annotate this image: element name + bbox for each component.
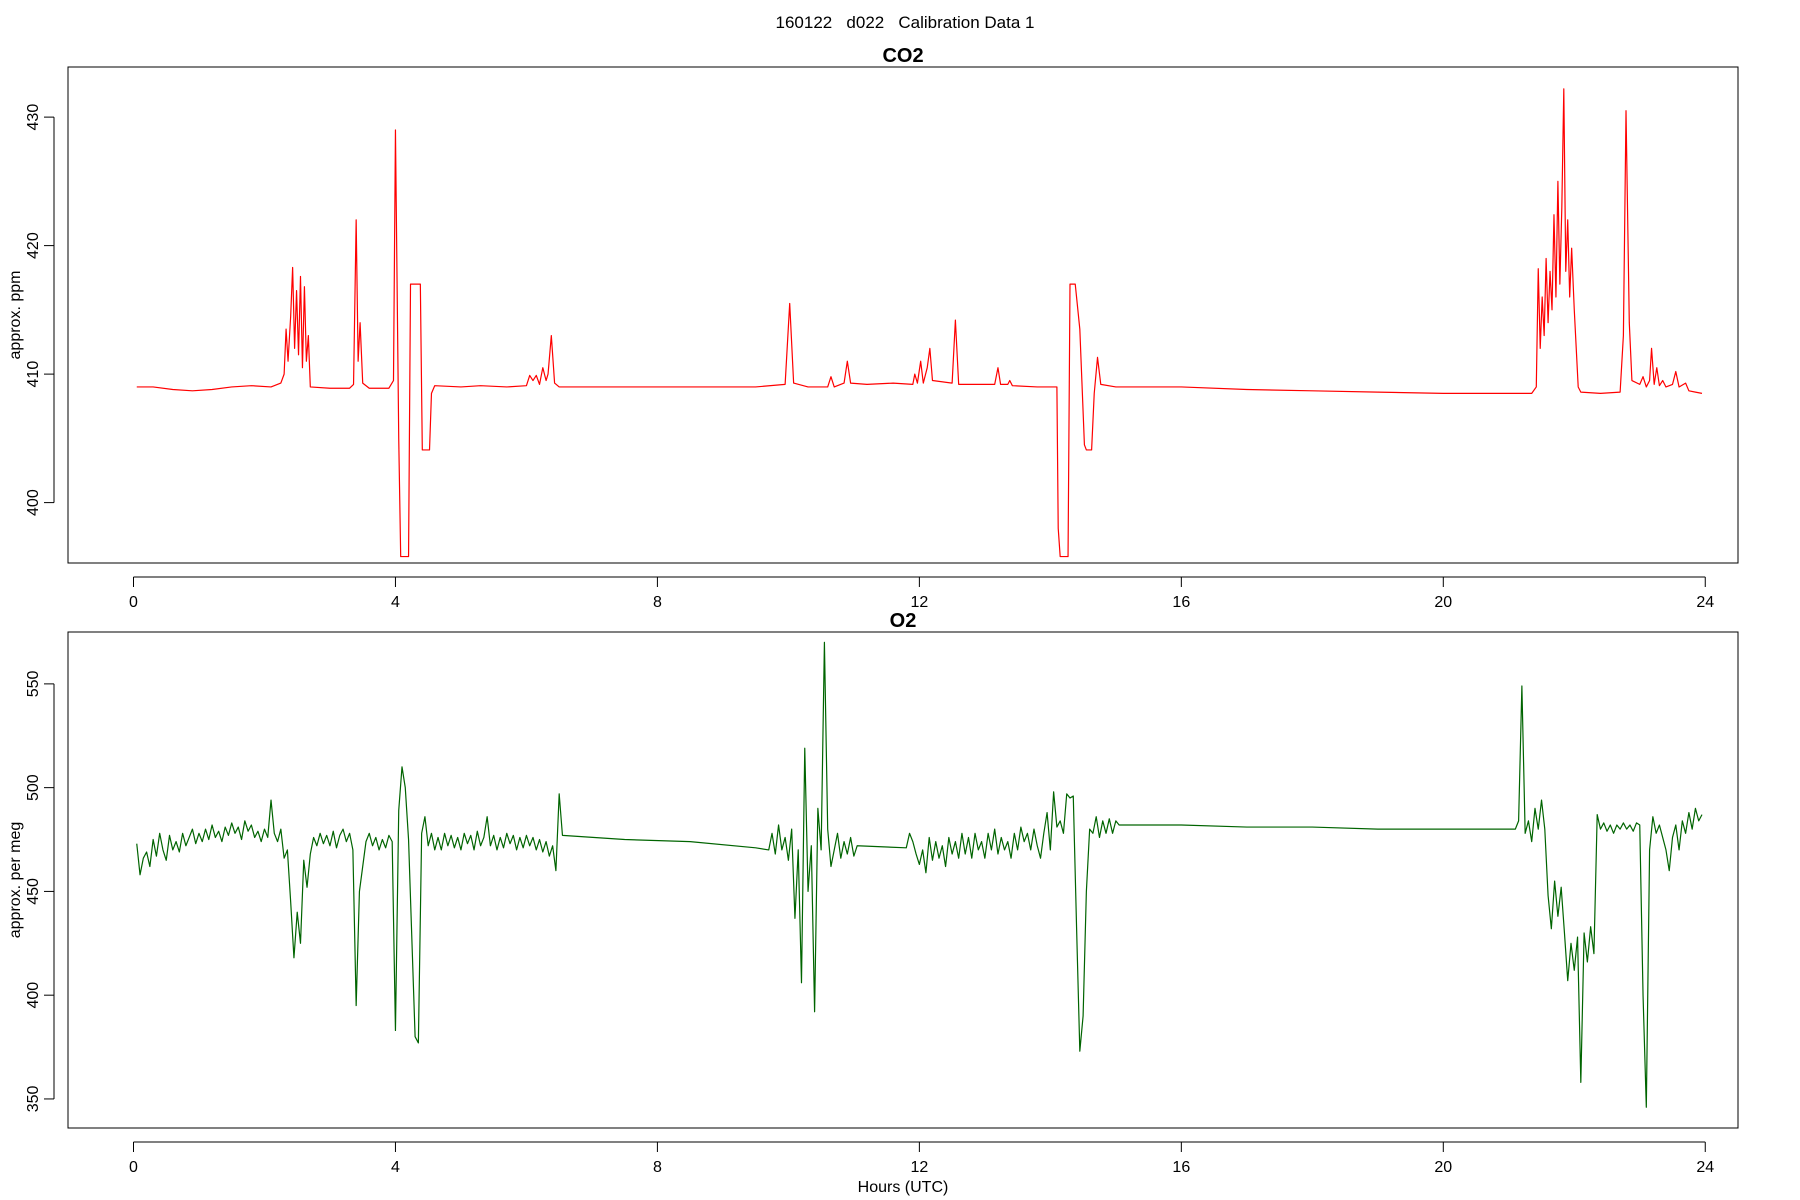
o2-y-tick-label: 450	[25, 878, 42, 905]
co2-x-tick-label: 4	[391, 594, 400, 611]
co2-y-tick-label: 410	[25, 361, 42, 388]
o2-y-tick-label: 400	[25, 982, 42, 1009]
o2-plot-frame	[67, 631, 1739, 1129]
o2-x-tick-label: 8	[653, 1159, 662, 1176]
co2-plot-frame	[67, 66, 1739, 564]
o2-x-tick-label: 24	[1696, 1159, 1714, 1176]
o2-y-tick-label: 550	[25, 670, 42, 697]
o2-x-tick-label: 20	[1434, 1159, 1452, 1176]
o2-panel: O2 0 4 8 12 16 20 24 350 400 450 500 550 approx. per …	[7, 610, 1739, 1196]
co2-x-tick-label: 24	[1696, 594, 1714, 611]
o2-x-tick-label: 0	[129, 1159, 138, 1176]
co2-x-tick-label: 0	[129, 594, 138, 611]
o2-y-tick-label: 500	[25, 774, 42, 801]
co2-series-line	[136, 88, 1703, 558]
o2-x-tick-label: 4	[391, 1159, 400, 1176]
co2-x-tick-label: 8	[653, 594, 662, 611]
o2-x-tick-label: 16	[1172, 1159, 1190, 1176]
co2-title: CO2	[882, 45, 923, 67]
o2-y-tick-label: 350	[25, 1086, 42, 1113]
o2-y-axis-label: approx. per meg	[7, 822, 24, 939]
o2-title: O2	[890, 610, 917, 632]
o2-x-tick-label: 12	[910, 1159, 928, 1176]
co2-y-tick-label: 420	[25, 232, 42, 259]
figure-suptitle: 160122 d022 Calibration Data 1	[776, 13, 1035, 32]
co2-x-tick-label: 20	[1434, 594, 1452, 611]
co2-y-tick-label: 400	[25, 489, 42, 516]
co2-y-tick-label: 430	[25, 104, 42, 131]
o2-series-line	[136, 641, 1703, 1108]
o2-x-axis-label: Hours (UTC)	[858, 1179, 949, 1196]
co2-y-axis-label: approx. ppm	[7, 271, 24, 360]
co2-x-tick-label: 16	[1172, 594, 1190, 611]
co2-x-tick-label: 12	[910, 594, 928, 611]
co2-panel: CO2 0 4 8 12 16 20 24 400 410 420 430 approx. ppm	[7, 45, 1739, 611]
